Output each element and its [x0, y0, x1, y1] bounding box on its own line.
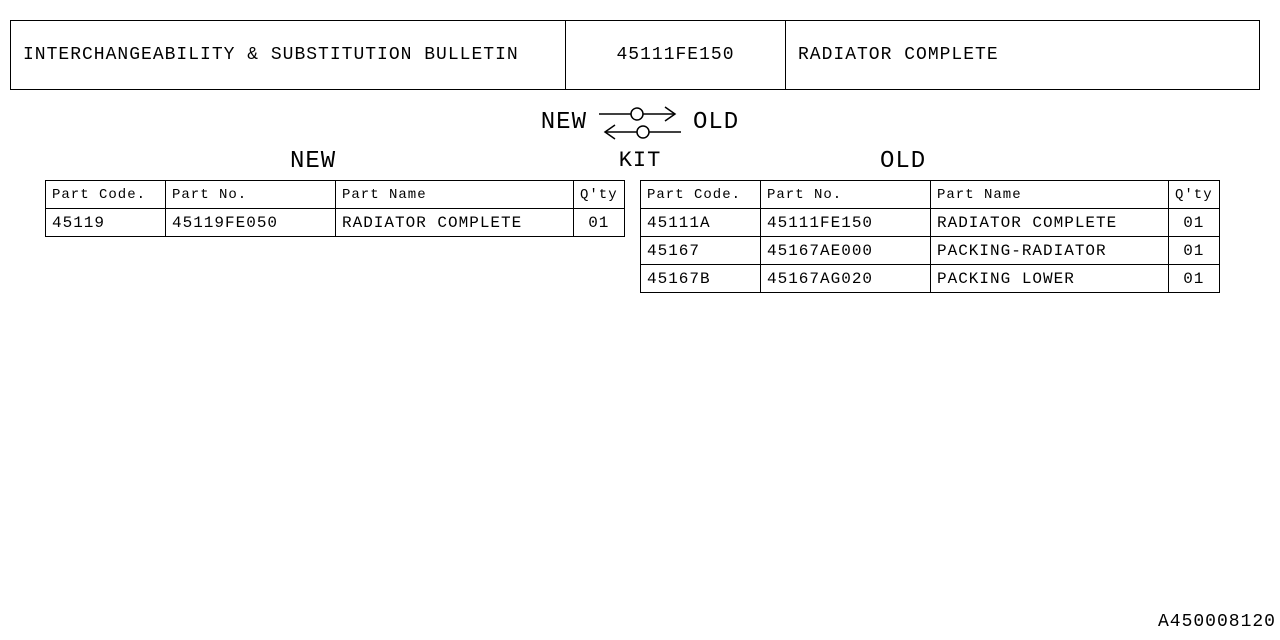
col-qty: Q'ty [574, 181, 625, 209]
cell-part-code: 45111A [641, 209, 761, 237]
cell-part-no: 45111FE150 [761, 209, 931, 237]
cell-part-no: 45167AG020 [761, 265, 931, 293]
table-row: 4511945119FE050RADIATOR COMPLETE01 [46, 209, 625, 237]
header-part-name: RADIATOR COMPLETE [786, 21, 1259, 89]
cell-part-name: PACKING-RADIATOR [931, 237, 1169, 265]
new-parts-table: Part Code. Part No. Part Name Q'ty 45119… [45, 180, 625, 237]
old-parts-table: Part Code. Part No. Part Name Q'ty 45111… [640, 180, 1220, 293]
col-part-code: Part Code. [46, 181, 166, 209]
section-new-label: NEW [290, 148, 336, 175]
table-row: 45111A45111FE150RADIATOR COMPLETE01 [641, 209, 1220, 237]
cell-part-code: 45167 [641, 237, 761, 265]
cell-part-code: 45119 [46, 209, 166, 237]
col-part-name: Part Name [931, 181, 1169, 209]
table-header-row: Part Code. Part No. Part Name Q'ty [46, 181, 625, 209]
cell-part-no: 45119FE050 [166, 209, 336, 237]
symbol-new-label: NEW [533, 109, 595, 136]
cell-qty: 01 [1169, 237, 1220, 265]
table-row: 4516745167AE000PACKING-RADIATOR01 [641, 237, 1220, 265]
symbol-old-label: OLD [685, 109, 747, 136]
kit-label: KIT [0, 148, 1280, 173]
table-header-row: Part Code. Part No. Part Name Q'ty [641, 181, 1220, 209]
bulletin-header: INTERCHANGEABILITY & SUBSTITUTION BULLET… [10, 20, 1260, 90]
document-id: A450008120 [1158, 612, 1276, 632]
interchange-symbol: NEW OLD [0, 100, 1280, 144]
cell-part-code: 45167B [641, 265, 761, 293]
cell-qty: 01 [574, 209, 625, 237]
table-row: 45167B45167AG020PACKING LOWER01 [641, 265, 1220, 293]
cell-part-name: RADIATOR COMPLETE [931, 209, 1169, 237]
cell-part-no: 45167AE000 [761, 237, 931, 265]
col-part-no: Part No. [166, 181, 336, 209]
header-part-no: 45111FE150 [566, 21, 786, 89]
header-title: INTERCHANGEABILITY & SUBSTITUTION BULLET… [11, 21, 566, 89]
cell-part-name: RADIATOR COMPLETE [336, 209, 574, 237]
cell-qty: 01 [1169, 265, 1220, 293]
col-qty: Q'ty [1169, 181, 1220, 209]
double-arrow-icon [595, 100, 685, 144]
col-part-code: Part Code. [641, 181, 761, 209]
cell-qty: 01 [1169, 209, 1220, 237]
col-part-name: Part Name [336, 181, 574, 209]
section-old-label: OLD [880, 148, 926, 175]
col-part-no: Part No. [761, 181, 931, 209]
cell-part-name: PACKING LOWER [931, 265, 1169, 293]
